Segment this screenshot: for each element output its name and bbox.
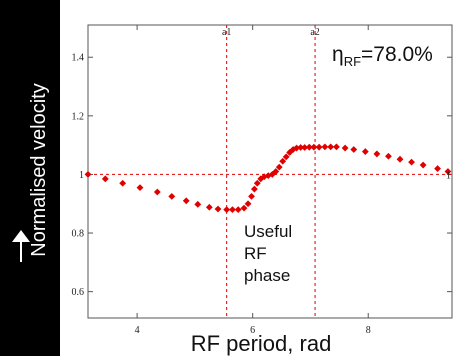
data-point [194,200,202,208]
data-point [385,152,392,160]
data-point [260,173,268,181]
data-point [223,206,231,213]
hline-label-1: 1 [446,170,451,181]
data-points [84,143,452,213]
y-tick-label: 0.6 [72,287,85,298]
tick-group: 4 6 8 0.6 0.8 1 1.2 1.4 [72,25,452,336]
data-point [373,150,381,158]
data-point [101,175,109,183]
data-point [301,144,309,151]
data-point [153,188,161,196]
y-tick-label: 1 [79,170,84,181]
data-point [315,143,323,151]
data-point [350,146,358,153]
data-point [434,165,441,172]
data-point [396,155,404,163]
y-tick-label: 1.4 [72,53,85,64]
data-point [229,206,236,213]
data-point [419,161,427,169]
data-point [248,193,255,200]
data-point [279,157,287,165]
data-point [257,175,265,183]
data-point [408,158,415,166]
data-point [341,144,349,152]
data-point [136,184,144,192]
data-point [444,168,452,175]
x-axis-label: RF period, rad [191,331,332,356]
data-point [327,143,335,151]
arrow-up-icon [12,230,30,242]
data-point [234,206,242,213]
data-point [168,193,176,200]
data-point [244,200,252,208]
useful-phase-line-1: Useful [244,222,292,241]
data-point [310,143,318,151]
x-tick-label: 6 [250,325,255,336]
useful-phase-line-3: phase [244,266,290,285]
data-point [84,171,92,178]
data-point [305,143,313,151]
data-point [297,144,305,151]
data-point [293,144,300,152]
efficiency-value: =78.0% [361,43,433,66]
x-tick-label: 4 [135,325,140,336]
data-point [205,203,213,211]
vline-label-a2: a2 [310,27,319,38]
y-tick-label: 0.8 [72,229,85,240]
data-point [251,185,258,193]
data-point [275,163,283,171]
vline-label-a1: a1 [222,27,231,38]
data-point [333,143,340,151]
data-point [240,204,248,212]
data-point [361,148,369,155]
data-point [282,153,290,161]
efficiency-annotation: ηRF=78.0% [332,43,433,69]
data-point [119,179,127,187]
data-point [182,197,190,205]
data-point [264,172,272,180]
efficiency-subscript: RF [344,54,361,69]
data-point [253,179,261,187]
y-axis-label: Normalised velocity [28,83,50,256]
x-tick-label: 8 [366,325,371,336]
efficiency-symbol: η [332,43,344,66]
y-tick-label: 1.2 [72,111,85,122]
data-point [214,205,222,213]
useful-phase-line-2: RF [244,244,267,263]
data-point [272,168,280,175]
data-point [321,143,329,151]
